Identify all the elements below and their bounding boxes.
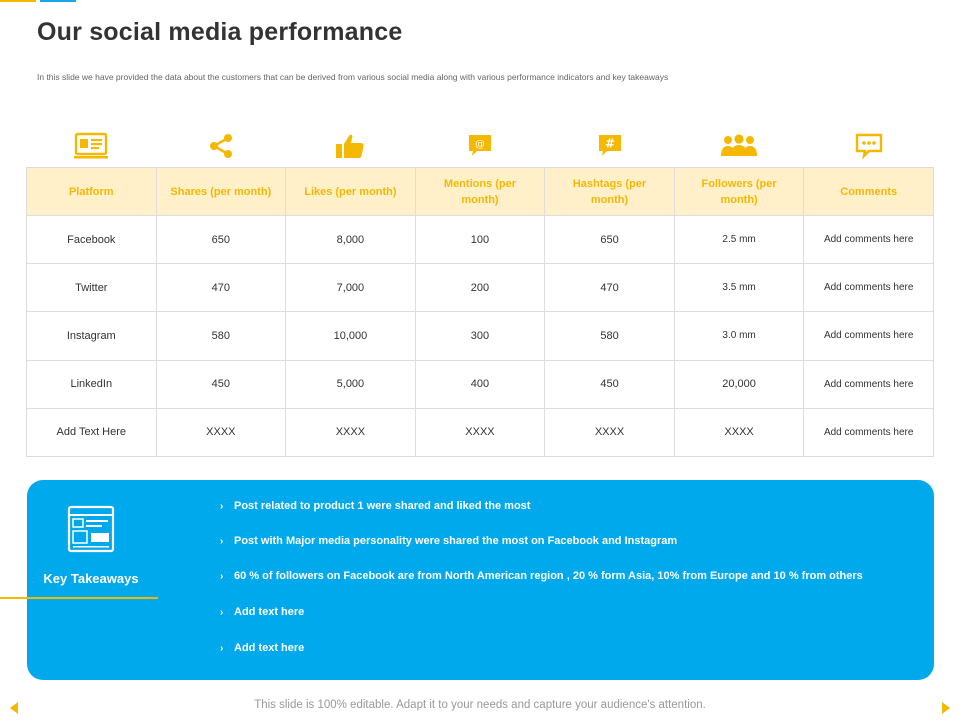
- chevron-right-icon: ›: [220, 607, 224, 618]
- table-cell: 450: [155, 359, 287, 409]
- key-takeaways-panel: [27, 480, 934, 680]
- column-header: Platform: [26, 167, 157, 216]
- table-cell: 450: [544, 359, 675, 409]
- next-slide-arrow-icon[interactable]: [942, 702, 950, 714]
- at-sign-bubble-icon: @: [415, 130, 545, 162]
- previous-slide-arrow-icon[interactable]: [10, 702, 18, 714]
- table-cell: 8,000: [285, 214, 416, 265]
- table-row: Facebook 650 8,000 100 650 2.5 mm Add co…: [26, 214, 934, 265]
- takeaway-text: Post related to product 1 were shared an…: [234, 500, 531, 512]
- footer-note: This slide is 100% editable. Adapt it to…: [254, 699, 706, 711]
- table-cell: Twitter: [26, 263, 157, 313]
- hashtag-bubble-icon: #: [545, 130, 675, 162]
- key-takeaways-underline: [0, 597, 158, 599]
- column-header: Mentions (per month): [414, 167, 546, 216]
- table-cell: Add comments here: [803, 407, 934, 457]
- table-cell: XXXX: [544, 407, 675, 457]
- chevron-right-icon: ›: [220, 501, 224, 512]
- table-cell: 3.5 mm: [673, 263, 805, 313]
- id-card-icon: [26, 130, 156, 162]
- table-cell: 20,000: [673, 359, 805, 409]
- takeaway-text: Post with Major media personality were s…: [234, 535, 678, 547]
- chat-bubble-icon: [804, 130, 934, 162]
- table-cell: 7,000: [285, 263, 416, 313]
- table-cell: 580: [544, 311, 675, 361]
- table-cell: XXXX: [285, 407, 416, 457]
- table-cell: Add comments here: [803, 311, 934, 361]
- table-row: Instagram 580 10,000 300 580 3.0 mm Add …: [26, 311, 934, 361]
- table-cell: 650: [544, 214, 675, 265]
- table-row: Twitter 470 7,000 200 470 3.5 mm Add com…: [26, 263, 934, 313]
- table-cell: 100: [414, 214, 546, 265]
- table-cell: Add comments here: [803, 359, 934, 409]
- table-cell: 5,000: [285, 359, 416, 409]
- table-cell: 400: [414, 359, 546, 409]
- takeaway-text: Add text here: [234, 606, 305, 618]
- table-cell: 200: [414, 263, 546, 313]
- chevron-right-icon: ›: [220, 571, 224, 582]
- slide-subtitle: In this slide we have provided the data …: [37, 72, 669, 82]
- chevron-right-icon: ›: [220, 643, 224, 654]
- column-header: Shares (per month): [155, 167, 287, 216]
- table-cell: 470: [544, 263, 675, 313]
- table-cell: Add Text Here: [26, 407, 157, 457]
- takeaway-item: › Add text here: [220, 642, 304, 654]
- table-header-row: Platform Shares (per month) Likes (per m…: [26, 167, 934, 216]
- slide-title: Our social media performance: [37, 18, 403, 46]
- table-cell: 300: [414, 311, 546, 361]
- table-cell: Add comments here: [803, 214, 934, 265]
- metric-icons-row: @ #: [26, 130, 934, 162]
- svg-text:@: @: [475, 139, 485, 150]
- svg-text:#: #: [605, 137, 615, 151]
- table-cell: 650: [155, 214, 287, 265]
- table-cell: Instagram: [26, 311, 157, 361]
- users-group-icon: [674, 130, 804, 162]
- table-cell: XXXX: [414, 407, 546, 457]
- takeaway-item: › Post with Major media personality were …: [220, 535, 677, 547]
- key-takeaways-label: Key Takeaways: [43, 571, 139, 586]
- column-header: Followers (per month): [673, 167, 805, 216]
- table-row: Add Text Here XXXX XXXX XXXX XXXX XXXX A…: [26, 407, 934, 457]
- column-header: Hashtags (per month): [544, 167, 675, 216]
- column-header: Likes (per month): [285, 167, 416, 216]
- takeaway-text: 60 % of followers on Facebook are from N…: [234, 570, 863, 582]
- table-row: LinkedIn 450 5,000 400 450 20,000 Add co…: [26, 359, 934, 409]
- performance-table: Platform Shares (per month) Likes (per m…: [26, 167, 934, 457]
- table-cell: XXXX: [155, 407, 287, 457]
- accent-line-yellow: [0, 0, 36, 2]
- chevron-right-icon: ›: [220, 536, 224, 547]
- accent-line-blue: [40, 0, 76, 2]
- table-cell: 2.5 mm: [673, 214, 805, 265]
- browser-window-icon: [67, 505, 115, 553]
- table-cell: 580: [155, 311, 287, 361]
- table-cell: Add comments here: [803, 263, 934, 313]
- takeaway-item: › Post related to product 1 were shared a…: [220, 500, 530, 512]
- thumbs-up-icon: [285, 130, 415, 162]
- table-cell: 470: [155, 263, 287, 313]
- share-icon: [156, 130, 286, 162]
- table-cell: 10,000: [285, 311, 416, 361]
- table-cell: Facebook: [26, 214, 157, 265]
- table-cell: LinkedIn: [26, 359, 157, 409]
- table-cell: 3.0 mm: [673, 311, 805, 361]
- takeaway-item: › 60 % of followers on Facebook are from …: [220, 570, 863, 582]
- table-cell: XXXX: [673, 407, 805, 457]
- takeaway-text: Add text here: [234, 642, 305, 654]
- column-header: Comments: [803, 167, 934, 216]
- takeaway-item: › Add text here: [220, 606, 304, 618]
